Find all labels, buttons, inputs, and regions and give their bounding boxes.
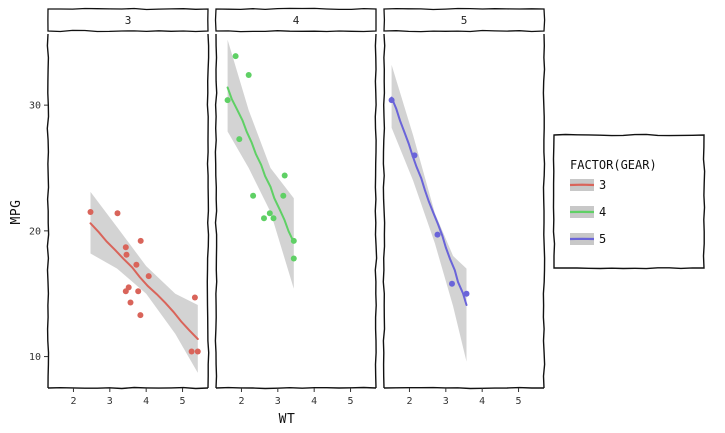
facet-panels: 3 2 3 4 5 4 2 3 4 5 5 2 3 4 5 10 20 30 xyxy=(29,7,546,407)
data-point xyxy=(137,312,144,319)
legend: FACTOR(GEAR) 3 4 5 xyxy=(552,133,706,270)
data-point xyxy=(188,348,195,355)
panel-right-border xyxy=(206,33,210,389)
legend-entry-4: 4 xyxy=(569,205,606,219)
y-axis: 10 20 30 xyxy=(29,101,48,363)
legend-entry-5: 5 xyxy=(569,232,606,246)
panel-bottom-border xyxy=(383,386,544,390)
data-point xyxy=(127,299,134,306)
x-tick-label: 5 xyxy=(516,396,522,407)
data-point xyxy=(388,97,395,104)
facet-strip-5 xyxy=(383,7,546,33)
legend-entries: 3 4 5 xyxy=(569,178,606,246)
x-tick-label: 2 xyxy=(70,396,76,407)
x-axis-label: WT xyxy=(279,412,296,427)
data-point xyxy=(280,192,287,199)
data-point xyxy=(191,294,198,301)
y-tick-label: 10 xyxy=(29,352,41,363)
data-point xyxy=(236,136,243,143)
data-point xyxy=(463,290,470,297)
data-point xyxy=(245,72,252,78)
x-tick-label: 5 xyxy=(348,396,354,407)
panel-right-border xyxy=(542,33,546,389)
confidence-band-5 xyxy=(391,64,467,362)
legend-box xyxy=(552,133,706,270)
x-tick-label: 2 xyxy=(238,396,244,407)
x-tick-label: 4 xyxy=(311,396,317,407)
data-point xyxy=(449,280,455,287)
panel-bottom-border xyxy=(47,386,209,390)
fit-line-5 xyxy=(390,96,468,306)
legend-entry-label: 3 xyxy=(599,178,606,192)
facet-panel-4: 4 2 3 4 5 xyxy=(214,7,378,407)
data-point xyxy=(290,237,297,244)
data-point xyxy=(87,209,94,215)
facet-strip-4 xyxy=(214,7,377,33)
x-tick-label: 4 xyxy=(143,396,149,407)
x-tick-label: 3 xyxy=(107,396,113,407)
fit-line-3 xyxy=(89,222,199,340)
data-point xyxy=(281,172,288,179)
data-point xyxy=(123,251,130,258)
legend-entry-label: 5 xyxy=(599,232,606,246)
data-point xyxy=(261,215,267,222)
y-axis-label: MPG xyxy=(9,200,24,225)
data-point xyxy=(290,255,297,262)
fit-line-4 xyxy=(226,86,295,244)
data-point xyxy=(145,273,152,280)
legend-entry-3: 3 xyxy=(569,178,606,192)
data-point xyxy=(250,192,257,199)
x-tick-label: 4 xyxy=(479,396,485,407)
data-point xyxy=(133,261,140,268)
x-tick-label: 3 xyxy=(443,396,449,407)
facet-panel-3: 3 2 3 4 5 xyxy=(46,7,210,407)
data-point xyxy=(224,97,231,104)
panel-left-border xyxy=(214,33,218,389)
facet-strip-label: 3 xyxy=(125,14,132,27)
panel-left-border xyxy=(382,33,386,389)
legend-title: FACTOR(GEAR) xyxy=(570,158,657,172)
data-point xyxy=(122,244,129,251)
facet-strip-label: 4 xyxy=(293,14,300,27)
x-tick-label: 2 xyxy=(406,396,412,407)
facet-strip-3 xyxy=(47,7,209,33)
facet-strip-label: 5 xyxy=(461,14,468,27)
data-point xyxy=(266,210,273,217)
data-point xyxy=(135,288,142,295)
data-point xyxy=(194,348,201,355)
y-tick-label: 30 xyxy=(29,101,41,112)
panel-right-border xyxy=(374,33,378,389)
data-point xyxy=(125,284,132,291)
panel-bottom-border xyxy=(215,386,377,390)
data-point xyxy=(137,237,144,244)
facet-panel-5: 5 2 3 4 5 xyxy=(382,7,546,407)
panel-left-border xyxy=(46,33,50,389)
x-tick-label: 3 xyxy=(275,396,281,407)
data-point xyxy=(411,152,418,159)
data-point xyxy=(232,53,239,60)
x-tick-label: 5 xyxy=(180,396,186,407)
y-tick-label: 20 xyxy=(29,226,41,237)
data-point xyxy=(114,210,121,217)
data-point xyxy=(434,231,441,238)
data-point xyxy=(270,215,277,222)
legend-entry-label: 4 xyxy=(599,205,606,219)
